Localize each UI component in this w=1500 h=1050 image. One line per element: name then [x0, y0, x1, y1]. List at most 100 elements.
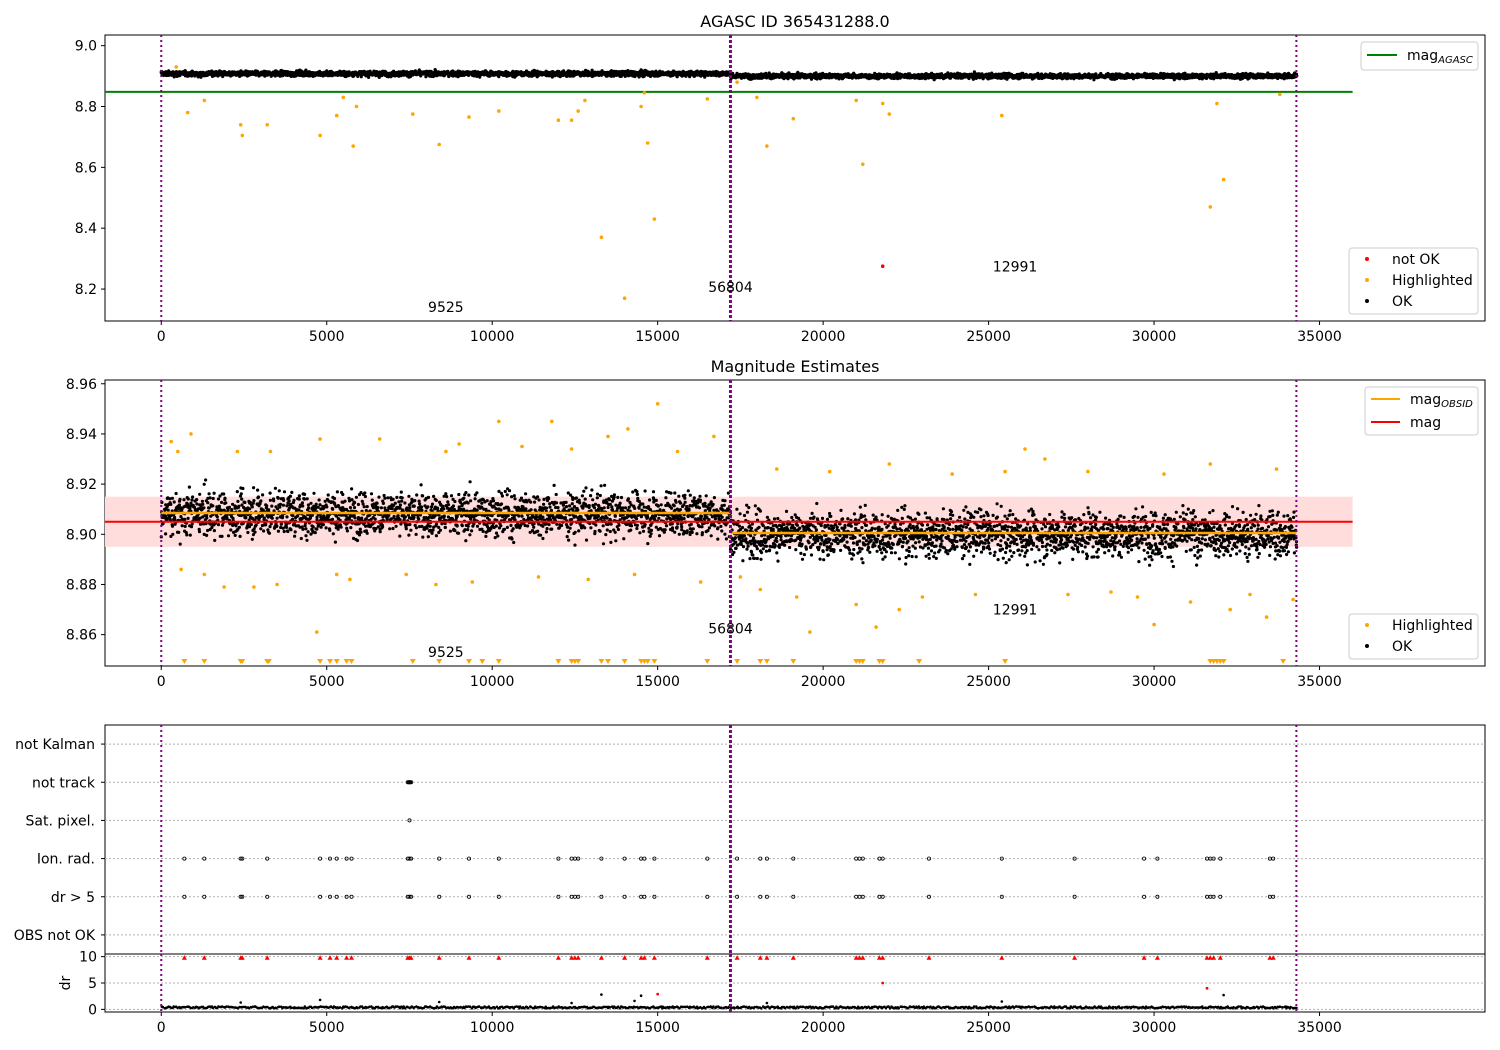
- ok-points: [159, 68, 1299, 82]
- highlighted-point: [639, 104, 643, 109]
- legend-marker: [1365, 278, 1369, 282]
- highlighted-point: [240, 133, 245, 138]
- ok-point: [164, 532, 168, 536]
- ok-point: [186, 516, 190, 521]
- highlighted-point: [705, 97, 710, 101]
- ok-point: [215, 515, 219, 519]
- ok-point: [178, 542, 182, 546]
- highlighted-point: [556, 118, 561, 122]
- highlighted-point: [174, 65, 178, 69]
- ok-point: [211, 504, 215, 508]
- ok-point: [187, 485, 191, 489]
- x-tick-label: 30000: [1132, 329, 1177, 345]
- ok-point: [195, 498, 199, 502]
- highlighted-point: [791, 116, 796, 121]
- highlighted-point: [318, 133, 322, 138]
- legend-marker: [1365, 299, 1369, 303]
- highlighted-point: [569, 118, 574, 122]
- ok-point: [216, 497, 221, 501]
- ok-point: [208, 496, 212, 500]
- ok-point: [195, 502, 199, 506]
- ok-point: [188, 533, 192, 537]
- highlighted-point: [652, 217, 657, 221]
- chart-title: AGASC ID 365431288.0: [700, 12, 889, 31]
- y-tick-label: 8.4: [75, 221, 97, 237]
- highlighted-point: [238, 123, 243, 127]
- ok-point: [201, 502, 205, 506]
- ok-point: [172, 500, 176, 504]
- y-tick-label: 8.8: [75, 100, 97, 116]
- highlighted-point: [765, 144, 769, 148]
- highlighted-point: [185, 110, 190, 115]
- highlighted-point: [735, 80, 739, 84]
- highlighted-point: [645, 141, 650, 145]
- obsid-annotation: 9525: [428, 300, 464, 316]
- ok-point: [202, 506, 206, 510]
- ok-point: [180, 524, 184, 528]
- ok-point: [183, 69, 187, 73]
- ok-point: [211, 496, 215, 501]
- ok-point: [359, 75, 363, 79]
- x-tick-label: 15000: [635, 329, 680, 345]
- legend-upper: magAGASC: [1360, 41, 1479, 71]
- highlighted-point: [622, 296, 627, 301]
- ok-point: [210, 525, 214, 530]
- highlighted-point: [411, 112, 415, 116]
- y-tick-label: 8.2: [75, 282, 97, 298]
- ok-point: [183, 517, 187, 522]
- highlighted-point: [341, 95, 346, 100]
- ok-point: [605, 74, 609, 78]
- ok-point: [206, 501, 210, 505]
- ok-point: [198, 492, 202, 496]
- ok-point: [177, 503, 181, 507]
- highlighted-point: [354, 104, 359, 109]
- ok-point: [197, 530, 202, 534]
- highlighted-point: [642, 91, 647, 95]
- x-tick-label: 25000: [966, 329, 1011, 345]
- highlighted-point: [880, 101, 885, 106]
- ok-point: [190, 522, 194, 526]
- ok-point: [562, 69, 566, 73]
- ok-point: [202, 482, 206, 486]
- ok-point: [191, 495, 195, 499]
- highlighted-point: [1208, 205, 1213, 209]
- plot-frame: [104, 34, 1486, 322]
- y-tick-label: 9.0: [75, 39, 97, 55]
- y-tick-label: 8.6: [75, 160, 97, 176]
- highlighted-point: [599, 235, 604, 240]
- highlighted-point: [576, 109, 580, 113]
- legend-marker: [1365, 257, 1369, 261]
- legend-label: not OK: [1392, 252, 1440, 268]
- highlighted-point: [265, 123, 270, 127]
- not-ok-point: [880, 264, 885, 269]
- ok-point: [183, 524, 187, 529]
- highlighted-point: [467, 115, 471, 119]
- highlighted-point: [334, 113, 339, 118]
- x-tick-label: 10000: [470, 329, 515, 345]
- ok-point: [177, 530, 181, 535]
- legend-label: Highlighted: [1392, 273, 1473, 289]
- ok-point: [205, 533, 209, 538]
- highlighted-point: [1000, 113, 1004, 118]
- obsid-annotation: 12991: [993, 259, 1038, 275]
- highlighted-point: [887, 112, 892, 116]
- ok-point: [190, 498, 194, 502]
- x-tick-label: 35000: [1297, 329, 1342, 345]
- legend-subscript: AGASC: [1437, 55, 1473, 66]
- ok-point: [200, 499, 204, 503]
- ok-point: [205, 516, 209, 520]
- ok-point: [207, 492, 211, 496]
- ok-point: [178, 497, 182, 501]
- highlighted-point: [583, 98, 587, 103]
- highlighted-points: [174, 65, 1282, 301]
- ok-point: [174, 491, 178, 496]
- highlighted-point: [755, 95, 759, 100]
- ok-point: [170, 524, 175, 528]
- highlighted-point: [1215, 101, 1219, 106]
- ok-point: [186, 497, 190, 501]
- ok-point: [204, 478, 208, 482]
